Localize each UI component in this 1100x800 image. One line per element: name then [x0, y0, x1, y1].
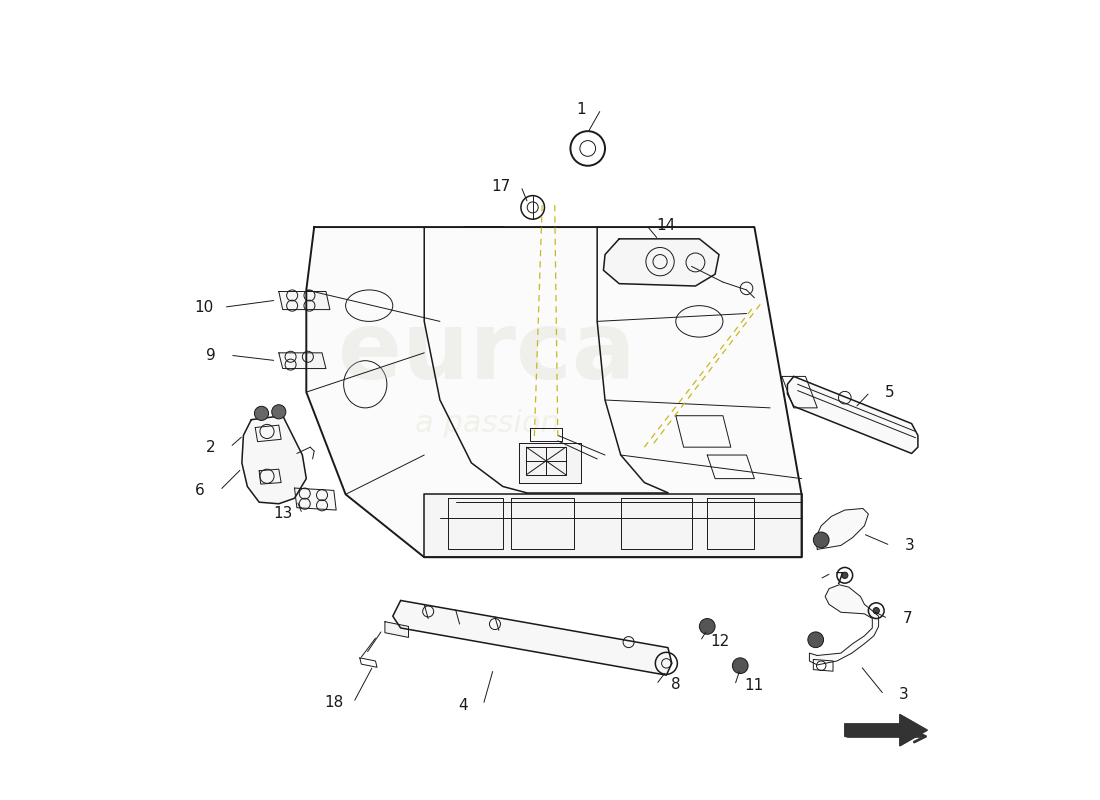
Circle shape [254, 406, 268, 421]
Text: 1: 1 [576, 102, 586, 117]
Text: 3: 3 [905, 538, 915, 553]
Text: 13: 13 [273, 506, 293, 522]
Circle shape [873, 607, 879, 614]
Polygon shape [278, 291, 330, 310]
Polygon shape [788, 377, 917, 454]
Polygon shape [385, 622, 408, 638]
Text: 4: 4 [459, 698, 469, 713]
Circle shape [807, 632, 824, 648]
Polygon shape [816, 509, 868, 550]
Text: 11: 11 [745, 678, 764, 693]
Polygon shape [604, 239, 719, 286]
Text: 2: 2 [206, 440, 216, 454]
Circle shape [813, 532, 829, 548]
Circle shape [272, 405, 286, 419]
Polygon shape [845, 714, 927, 746]
Text: 7: 7 [903, 611, 913, 626]
Polygon shape [306, 227, 802, 558]
Polygon shape [810, 585, 879, 665]
Polygon shape [425, 494, 802, 558]
Text: 7: 7 [835, 572, 844, 586]
Text: 18: 18 [324, 695, 343, 710]
Text: 14: 14 [657, 218, 676, 233]
Polygon shape [518, 443, 582, 482]
Circle shape [733, 658, 748, 674]
Text: 10: 10 [195, 300, 213, 314]
Text: a passion: a passion [415, 409, 560, 438]
Text: 8: 8 [671, 677, 681, 692]
Circle shape [700, 618, 715, 634]
Polygon shape [295, 488, 337, 510]
Circle shape [842, 572, 848, 578]
Polygon shape [278, 353, 326, 369]
Polygon shape [242, 416, 306, 504]
Text: 17: 17 [492, 178, 510, 194]
Text: eurca: eurca [339, 307, 636, 399]
Text: 3: 3 [899, 687, 909, 702]
Text: 9: 9 [206, 348, 216, 362]
Text: 6: 6 [196, 483, 205, 498]
Text: 5: 5 [884, 385, 894, 400]
Polygon shape [393, 601, 672, 675]
Text: 12: 12 [711, 634, 729, 649]
